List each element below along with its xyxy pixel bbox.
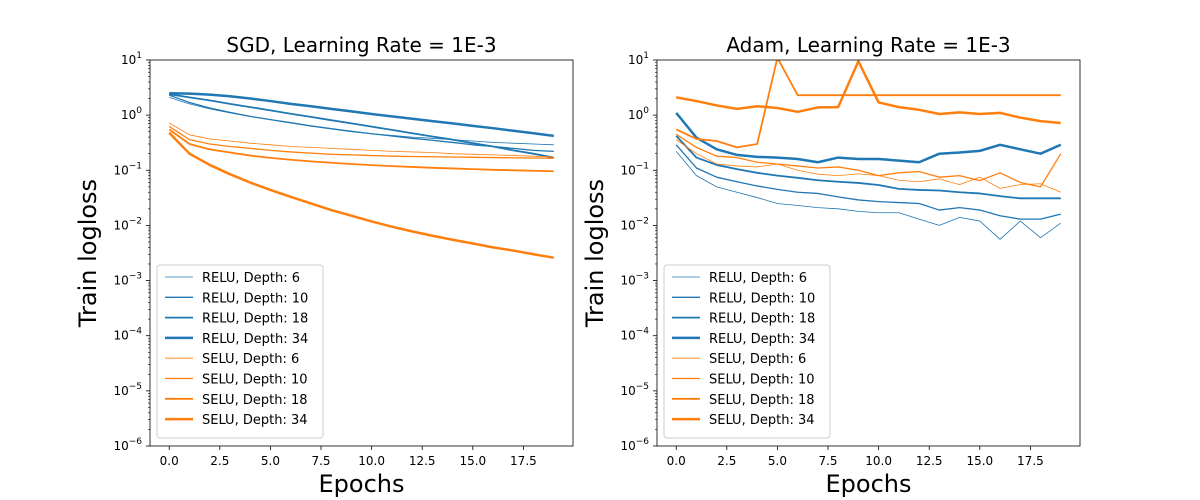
sgd-y-tick-label: 10−3 bbox=[113, 272, 142, 288]
adam-series-line-5 bbox=[675, 133, 1062, 188]
sgd-y-tick-label: 100 bbox=[121, 106, 142, 122]
sgd-y-tick-label: 10−1 bbox=[113, 161, 142, 177]
adam-x-tick-label: 10.0 bbox=[865, 454, 892, 468]
sgd-x-tick-label: 0.0 bbox=[160, 454, 179, 468]
sgd-chart-title: SGD, Learning Rate = 1E-3 bbox=[226, 33, 496, 57]
sgd-series-line-5 bbox=[168, 126, 554, 159]
adam-legend-label: RELU, Depth: 18 bbox=[709, 312, 815, 327]
adam-legend-label: SELU, Depth: 10 bbox=[709, 373, 815, 388]
adam-legend-label: SELU, Depth: 6 bbox=[709, 352, 806, 367]
adam-series-line-4 bbox=[676, 139, 1061, 193]
sgd-y-tick-label: 10−6 bbox=[113, 437, 142, 453]
adam-legend-box bbox=[663, 264, 831, 439]
adam-y-tick-label: 10−5 bbox=[620, 382, 649, 398]
sgd-y-tick-label: 10−2 bbox=[113, 216, 142, 232]
adam-x-tick-label: 15.0 bbox=[966, 454, 993, 468]
adam-y-tick-label: 10−1 bbox=[620, 161, 649, 177]
adam-x-tick-label: 7.5 bbox=[818, 454, 837, 468]
adam-series-group bbox=[675, 60, 1062, 240]
sgd-legend-label: RELU, Depth: 18 bbox=[202, 312, 308, 327]
sgd-legend-label: RELU, Depth: 10 bbox=[202, 291, 308, 306]
adam-x-tick-label: 0.0 bbox=[667, 454, 686, 468]
sgd-x-axis-label: Epochs bbox=[319, 470, 405, 498]
sgd-series-line-3 bbox=[169, 91, 554, 138]
sgd-x-tick-label: 17.5 bbox=[510, 454, 537, 468]
sgd-y-tick-label: 10−5 bbox=[113, 382, 142, 398]
adam-legend-label: RELU, Depth: 10 bbox=[709, 291, 815, 306]
sgd-x-tick-label: 2.5 bbox=[210, 454, 229, 468]
adam-legend: RELU, Depth: 6 RELU, Depth: 10 RELU, Depth… bbox=[663, 264, 831, 439]
sgd-x-tick-label: 10.0 bbox=[358, 454, 385, 468]
sgd-y-axis-label: Train logloss bbox=[74, 179, 102, 328]
sgd-series-group bbox=[168, 91, 554, 259]
adam-y-axis-label: Train logloss bbox=[581, 179, 609, 328]
sgd-legend-label: SELU, Depth: 18 bbox=[202, 393, 308, 408]
adam-chart-title: Adam, Learning Rate = 1E-3 bbox=[726, 33, 1010, 57]
adam-series-line-2 bbox=[675, 135, 1061, 200]
sgd-series-line-4 bbox=[169, 122, 554, 158]
sgd-legend-label: SELU, Depth: 6 bbox=[202, 352, 299, 367]
adam-x-axis-label: Epochs bbox=[826, 470, 912, 498]
sgd-legend-label: SELU, Depth: 10 bbox=[202, 373, 308, 388]
sgd-x-tick-label: 12.5 bbox=[409, 454, 436, 468]
sgd-series-line-7 bbox=[168, 131, 554, 259]
sgd-subplot: 0.0 2.5 5.0 7.5 10.0 12.5 15.0 17.5 10−6 10−5 10−4… bbox=[74, 33, 574, 498]
adam-series-line-6 bbox=[675, 60, 1061, 149]
adam-legend-label: SELU, Depth: 18 bbox=[709, 393, 815, 408]
adam-series-line-7 bbox=[676, 60, 1061, 125]
adam-x-tick-label: 12.5 bbox=[916, 454, 943, 468]
sgd-legend-box bbox=[156, 264, 324, 439]
adam-y-tick-label: 10−3 bbox=[620, 272, 649, 288]
sgd-y-tick-label: 10−4 bbox=[113, 327, 142, 343]
adam-subplot: 0.0 2.5 5.0 7.5 10.0 12.5 15.0 17.5 10−6 10−5 10−4… bbox=[581, 33, 1081, 498]
sgd-x-tick-label: 5.0 bbox=[261, 454, 280, 468]
adam-legend-label: RELU, Depth: 34 bbox=[709, 332, 815, 347]
adam-y-tick-label: 10−4 bbox=[620, 327, 649, 343]
sgd-legend-label: SELU, Depth: 34 bbox=[202, 413, 308, 428]
sgd-legend-label: RELU, Depth: 6 bbox=[202, 271, 300, 286]
adam-series-line-0 bbox=[675, 151, 1062, 240]
adam-y-tick-label: 100 bbox=[628, 106, 649, 122]
sgd-x-tick-label: 15.0 bbox=[459, 454, 486, 468]
sgd-series-line-0 bbox=[169, 96, 554, 146]
adam-x-tick-label: 17.5 bbox=[1017, 454, 1044, 468]
sgd-x-tick-label: 7.5 bbox=[311, 454, 330, 468]
adam-legend-label: SELU, Depth: 34 bbox=[709, 413, 815, 428]
adam-legend-label: RELU, Depth: 6 bbox=[709, 271, 807, 286]
adam-axes-frame bbox=[656, 59, 1081, 447]
sgd-series-line-2 bbox=[169, 93, 554, 159]
adam-x-tick-label: 5.0 bbox=[768, 454, 787, 468]
adam-series-line-1 bbox=[675, 144, 1061, 220]
adam-y-tick-label: 10−6 bbox=[620, 437, 649, 453]
adam-y-tick-label: 10−2 bbox=[620, 216, 649, 232]
sgd-series-line-6 bbox=[168, 128, 554, 173]
sgd-legend-label: RELU, Depth: 34 bbox=[202, 332, 308, 347]
adam-series-line-3 bbox=[675, 112, 1062, 164]
adam-x-tick-label: 2.5 bbox=[717, 454, 736, 468]
sgd-axes-frame bbox=[149, 59, 574, 447]
adam-y-tick-label: 101 bbox=[628, 51, 649, 67]
sgd-legend: RELU, Depth: 6 RELU, Depth: 10 RELU, Depth… bbox=[156, 264, 324, 439]
sgd-y-tick-label: 101 bbox=[121, 51, 142, 67]
